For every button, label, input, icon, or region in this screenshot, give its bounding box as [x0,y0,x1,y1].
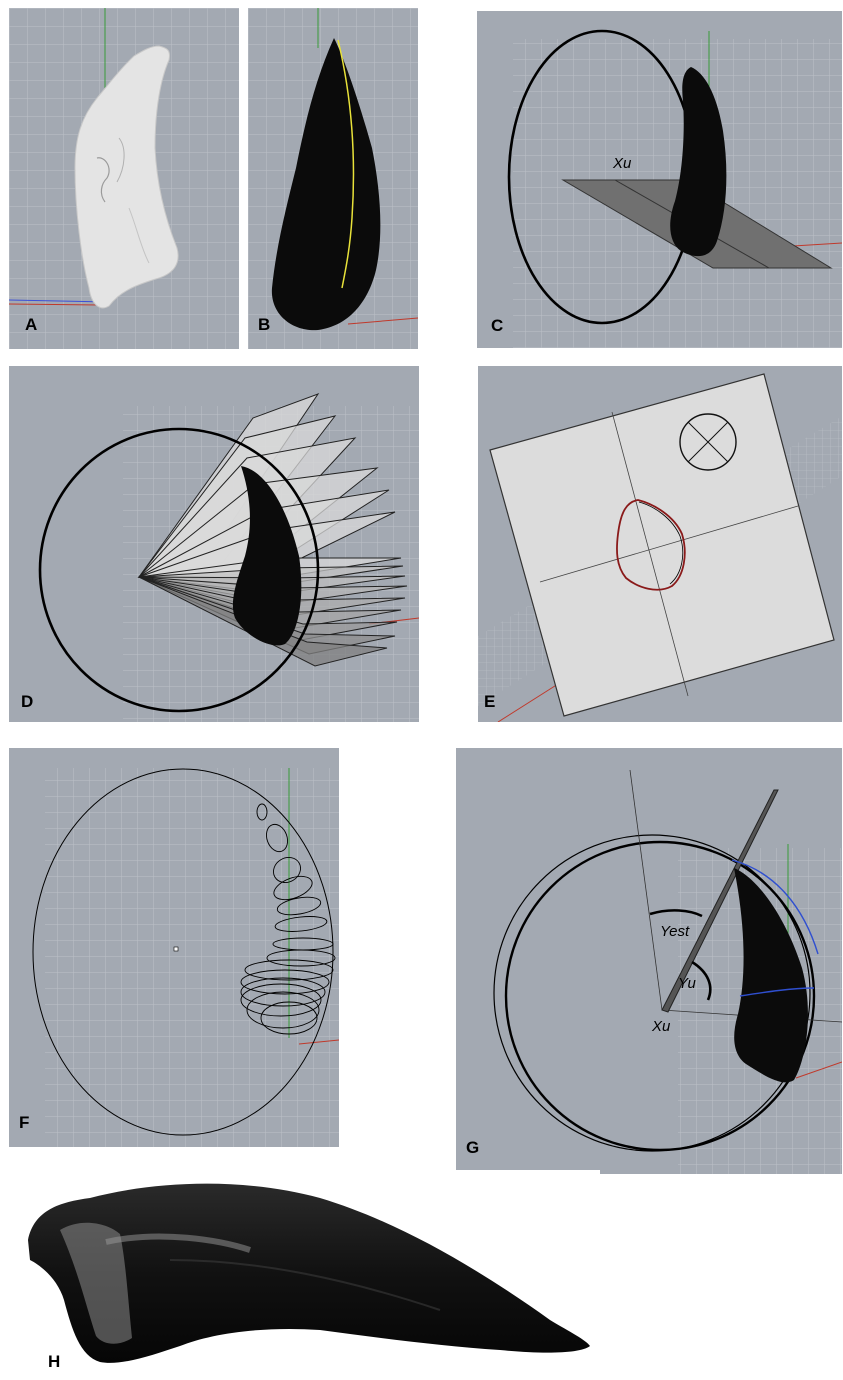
fitted-circle [504,840,816,1152]
claw-surface-texture [96,157,110,203]
panel-h: H [20,1170,600,1376]
axis-blue [9,299,110,303]
panel-b-viewport [248,8,418,349]
axis-red [298,1039,339,1045]
cross-section-stack [240,803,336,1035]
reference-cross [687,421,729,463]
angle-arc-yest [649,909,703,918]
panel-label: F [19,1113,30,1132]
panel-h-viewport [28,1183,590,1363]
panel-f: F [9,748,339,1147]
claw-surface-texture [128,207,150,264]
claw-pointcloud [734,868,808,1083]
panel-d: D [9,366,419,722]
angle-arc-yu [691,960,712,1001]
cross-section-outline [616,499,686,591]
yest-annotation: Yest [660,923,690,940]
panel-c: Xu C [477,11,842,348]
claw-render [28,1183,590,1363]
blue-arc [739,987,815,997]
plane-axis-vertical [611,411,689,697]
section-plane [489,373,835,717]
reference-circle [679,413,737,471]
panel-g-viewport: Yest Yu Xu [493,769,842,1174]
panel-label: D [21,692,34,711]
panel-g: Yest Yu Xu G [456,748,842,1174]
xu-annotation: Xu [612,155,632,172]
axis-red [347,317,418,325]
circle-center-marker [173,946,179,952]
claw-pointcloud [670,67,727,257]
estimated-circle [493,834,811,1152]
yellow-curve [337,39,355,289]
panel-a-viewport [9,8,239,349]
claw-highlight [105,1233,251,1253]
panel-c-viewport: Xu [507,29,842,348]
claw-highlight [169,1259,441,1311]
claw-pointcloud [271,38,381,331]
axis-red [795,1061,842,1079]
panel-label: H [48,1352,61,1371]
viewport-grid [45,768,339,1147]
claw-pointcloud [232,466,302,646]
cross-section-fit [638,501,684,585]
claw-bone-core [60,1222,132,1344]
yu-annotation: Yu [678,975,696,992]
panel-b: B [248,8,418,349]
panel-e: E [478,366,842,722]
estimated-axis-line [629,769,663,1011]
panel-e-viewport [478,373,842,722]
section-plane-edge-on [661,789,779,1013]
xu-annotation: Xu [651,1018,671,1035]
panel-label: G [466,1138,480,1157]
panel-f-viewport [32,768,339,1147]
axis-red [9,303,100,306]
claw-mesh [74,45,179,309]
panel-label: B [258,315,271,334]
panel-label: C [491,316,504,335]
fitted-circle [32,768,334,1136]
claw-surface-texture [116,137,125,183]
plane-axis-horizontal [539,505,799,583]
panel-a: A [9,8,239,349]
panel-label: E [484,692,496,711]
panel-d-viewport [38,392,419,722]
fitted-circle [38,427,320,713]
blue-arc [731,859,819,955]
axis-red [497,683,559,722]
panel-label: A [25,315,38,334]
